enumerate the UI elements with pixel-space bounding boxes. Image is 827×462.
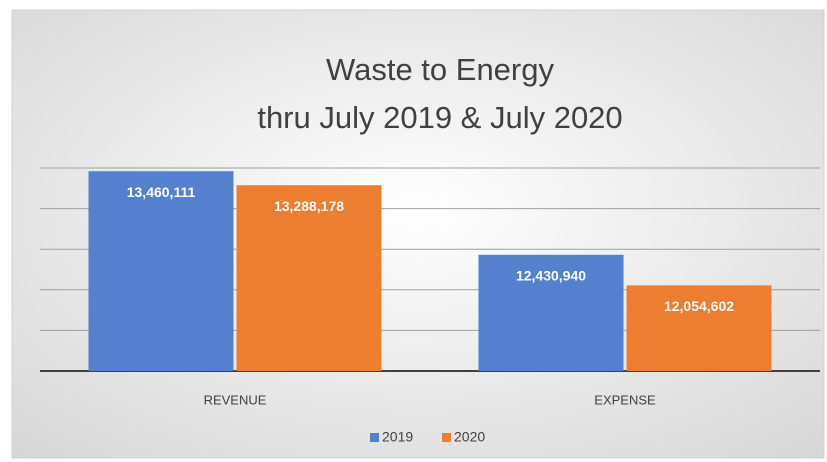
data-label: 13,288,178 [274, 198, 344, 214]
chart-subtitle: thru July 2019 & July 2020 [257, 100, 622, 135]
bar [478, 254, 624, 371]
bar [88, 171, 234, 371]
legend-swatch [442, 433, 451, 442]
bar [236, 185, 382, 371]
legend-swatch [370, 433, 379, 442]
legend-label: 2020 [454, 429, 485, 445]
x-tick-label: REVENUE [204, 392, 267, 407]
bar [626, 285, 772, 371]
data-label: 12,430,940 [516, 268, 586, 284]
chart-title: Waste to Energy [326, 52, 555, 87]
data-label: 12,054,602 [664, 298, 734, 314]
x-tick-label: EXPENSE [594, 392, 656, 407]
legend-label: 2019 [382, 429, 413, 445]
data-label: 13,460,111 [127, 184, 196, 200]
